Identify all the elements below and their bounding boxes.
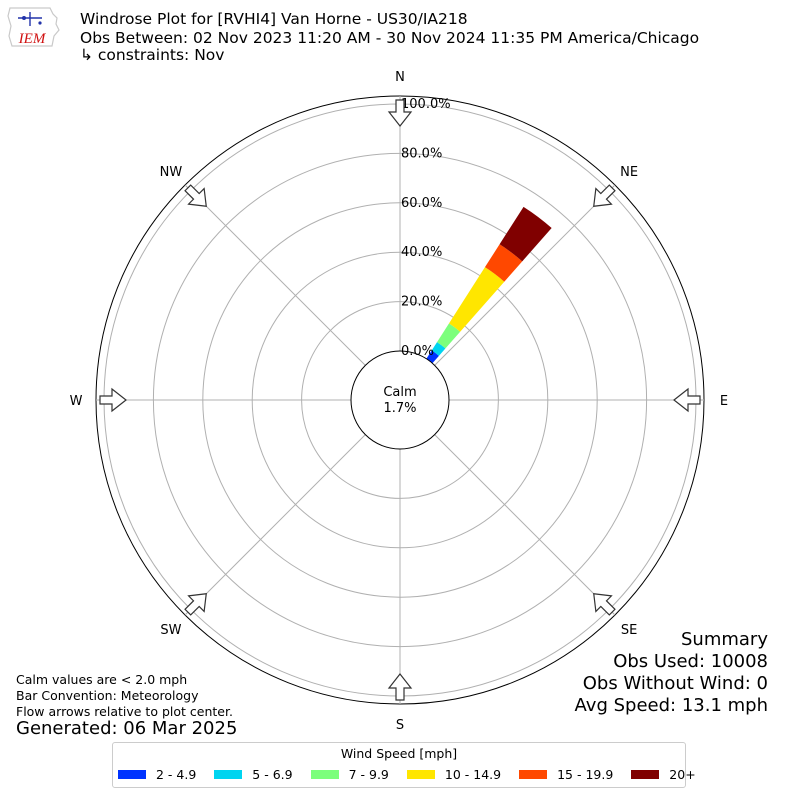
bar-layer xyxy=(426,206,552,364)
legend-item: 5 - 6.9 xyxy=(214,767,293,782)
legend-swatch xyxy=(214,770,243,779)
flow-arrow xyxy=(593,593,616,616)
radial-tick-label: 100.0% xyxy=(401,97,451,112)
legend-title: Wind Speed [mph] xyxy=(340,746,458,761)
direction-label: N xyxy=(395,70,405,85)
calm-value: 1.7% xyxy=(383,401,416,416)
flow-arrow xyxy=(593,184,616,207)
legend-swatch xyxy=(406,770,435,779)
direction-label: SW xyxy=(160,623,181,638)
legend-items: 2 - 4.9 5 - 6.9 7 - 9.9 10 - 14.9 15 - 19.9 2… xyxy=(118,767,696,782)
legend-item: 15 - 19.9 xyxy=(519,767,613,782)
grid-spoke xyxy=(434,184,616,366)
grid-spoke xyxy=(434,434,616,616)
legend-label: 7 - 9.9 xyxy=(348,767,389,782)
grid-spoke xyxy=(184,434,366,616)
flow-arrow-shape xyxy=(387,99,413,127)
direction-label: E xyxy=(720,394,728,409)
legend: Wind Speed [mph] 2 - 4.9 5 - 6.9 7 - 9.9 10… xyxy=(112,742,696,788)
flow-arrow-shape xyxy=(673,387,701,413)
legend-label: 2 - 4.9 xyxy=(156,767,197,782)
wind-bar-segment xyxy=(499,206,552,262)
chart-constraints: ↳ constraints: Nov xyxy=(80,46,225,64)
direction-label: NW xyxy=(160,165,183,180)
calm-circle xyxy=(350,350,450,450)
flow-arrow-shape xyxy=(184,593,207,616)
legend-label: 5 - 6.9 xyxy=(252,767,293,782)
radial-tick-label: 80.0% xyxy=(401,146,442,161)
iem-logo: IEM xyxy=(7,7,60,47)
flow-arrow xyxy=(184,593,207,616)
chart-title: Windrose Plot for [RVHI4] Van Horne - US… xyxy=(80,10,468,28)
flow-arrow-shape xyxy=(593,184,616,207)
flow-arrow-shape xyxy=(184,184,207,207)
legend-label: 20+ xyxy=(669,767,696,782)
flow-arrow xyxy=(673,387,701,413)
flow-arrow-shape xyxy=(99,387,127,413)
calm-note: Calm values are < 2.0 mph xyxy=(16,672,188,687)
grid-spoke xyxy=(184,184,366,366)
wind-bar-segment xyxy=(437,323,461,349)
chart-subtitle: Obs Between: 02 Nov 2023 11:20 AM - 30 N… xyxy=(80,29,700,47)
summary-avg-speed: Avg Speed: 13.1 mph xyxy=(574,695,768,716)
legend-swatch xyxy=(118,770,146,779)
legend-swatch xyxy=(519,770,548,779)
summary-obs-without-wind: Obs Without Wind: 0 xyxy=(582,673,768,694)
direction-label: W xyxy=(70,394,83,409)
legend-swatch xyxy=(310,770,339,779)
legend-label: 15 - 19.9 xyxy=(557,767,614,782)
flow-arrow xyxy=(387,673,413,701)
wind-bar-segment xyxy=(484,244,523,282)
wind-bar-segment xyxy=(426,350,439,364)
direction-label: NE xyxy=(620,165,638,180)
legend-item: 10 - 14.9 xyxy=(406,767,502,782)
bar-convention-note: Bar Convention: Meteorology xyxy=(16,688,199,703)
flow-arrow-shape xyxy=(593,593,616,616)
direction-label: SE xyxy=(621,623,637,638)
wind-bar-segment xyxy=(431,342,446,356)
legend-item: 7 - 9.9 xyxy=(310,767,389,782)
legend-item: 20+ xyxy=(631,767,696,782)
flow-arrow xyxy=(184,184,207,207)
wind-bar-segment xyxy=(449,267,505,332)
radial-tick-label: 60.0% xyxy=(401,196,442,211)
flow-arrow-shape xyxy=(387,673,413,701)
generated-date: Generated: 06 Mar 2025 xyxy=(16,718,238,739)
flow-arrow xyxy=(99,387,127,413)
legend-item: 2 - 4.9 xyxy=(118,767,196,782)
direction-label: S xyxy=(396,718,404,733)
summary-obs-used: Obs Used: 10008 xyxy=(613,651,768,672)
legend-swatch xyxy=(631,770,660,779)
flow-arrow xyxy=(387,99,413,127)
summary-title: Summary xyxy=(681,629,768,650)
radial-tick-label: 0.0% xyxy=(401,344,434,359)
radial-tick-label: 40.0% xyxy=(401,245,442,260)
flow-note: Flow arrows relative to plot center. xyxy=(16,704,233,719)
calm-label: Calm xyxy=(383,385,416,400)
legend-label: 10 - 14.9 xyxy=(444,767,502,782)
radial-tick-label: 20.0% xyxy=(401,295,442,310)
svg-text:IEM: IEM xyxy=(18,31,47,47)
